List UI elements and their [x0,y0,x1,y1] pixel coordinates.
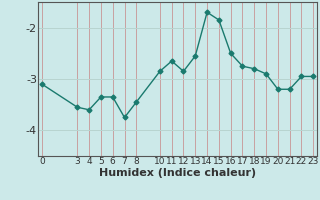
X-axis label: Humidex (Indice chaleur): Humidex (Indice chaleur) [99,168,256,178]
